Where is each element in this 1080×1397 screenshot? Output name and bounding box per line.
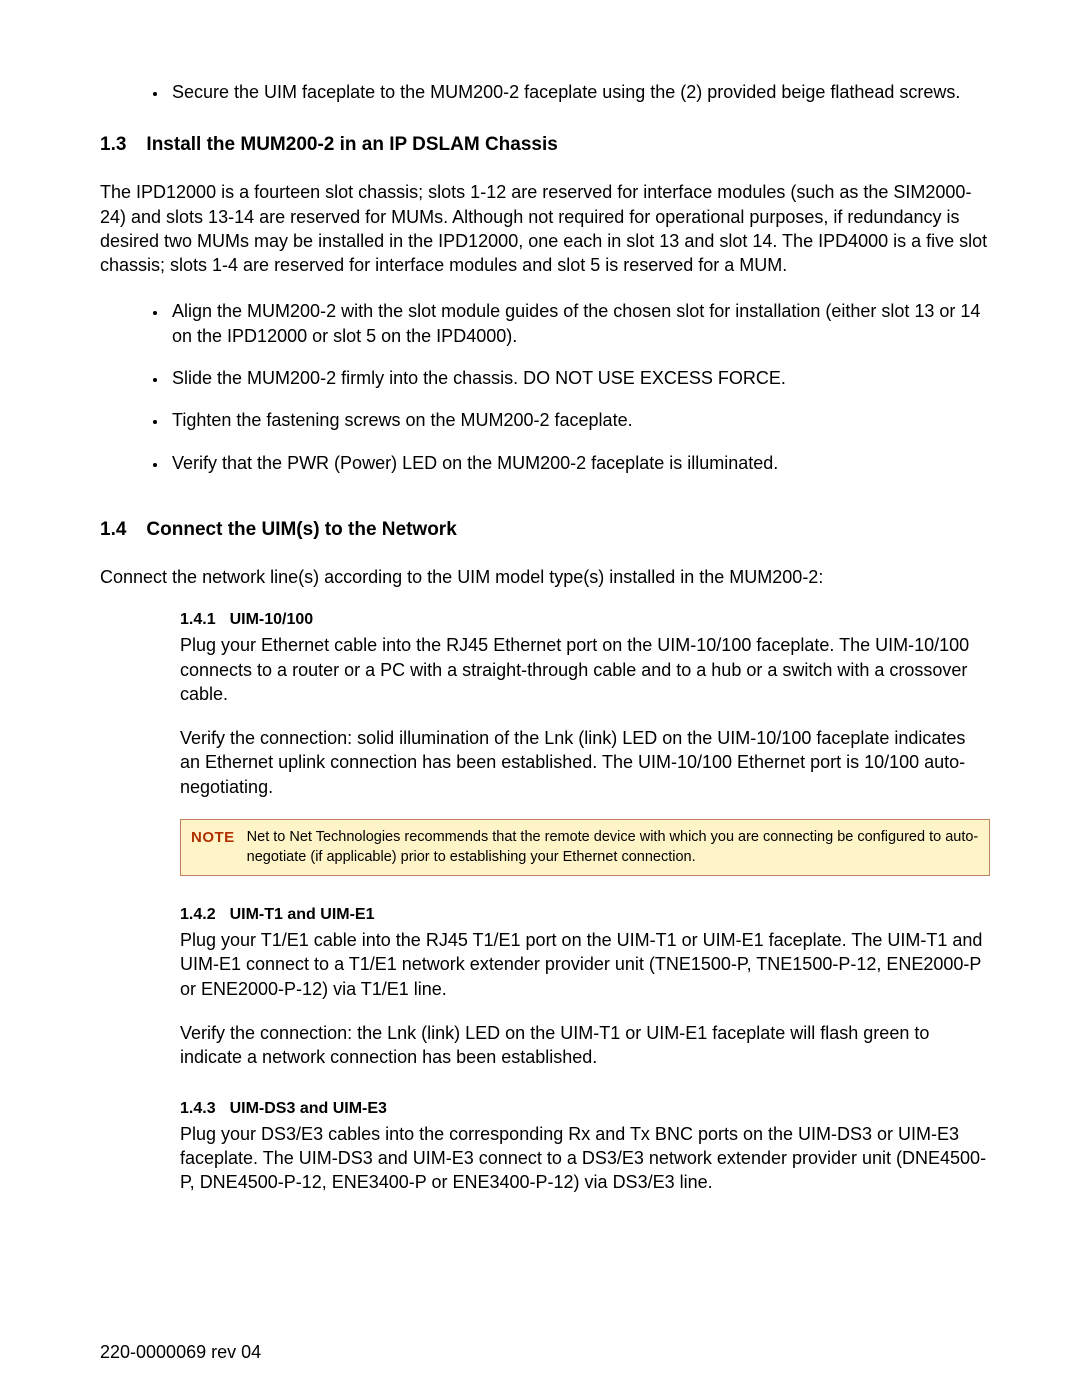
list-item: Secure the UIM faceplate to the MUM200-2…: [168, 80, 990, 104]
note-label: NOTE: [191, 828, 235, 867]
note-text: Net to Net Technologies recommends that …: [247, 828, 979, 867]
section-number: 1.3: [100, 134, 126, 156]
subsection-number: 1.4.2: [180, 906, 216, 924]
subsection-title: UIM-DS3 and UIM-E3: [230, 1100, 990, 1118]
section-title: Connect the UIM(s) to the Network: [146, 519, 990, 541]
list-item: Slide the MUM200-2 firmly into the chass…: [168, 366, 990, 390]
list-item: Tighten the fastening screws on the MUM2…: [168, 408, 990, 432]
section-1-3-paragraph: The IPD12000 is a fourteen slot chassis;…: [100, 180, 990, 277]
subsection-paragraph: Verify the connection: the Lnk (link) LE…: [180, 1021, 990, 1070]
subsection-heading: 1.4.2 UIM-T1 and UIM-E1: [180, 906, 990, 924]
subsection-1-4-3: 1.4.3 UIM-DS3 and UIM-E3 Plug your DS3/E…: [180, 1100, 990, 1195]
section-1-3-heading: 1.3 Install the MUM200-2 in an IP DSLAM …: [100, 134, 990, 156]
section-1-4-heading: 1.4 Connect the UIM(s) to the Network: [100, 519, 990, 541]
subsection-title: UIM-T1 and UIM-E1: [230, 906, 990, 924]
page-footer: 220-0000069 rev 04: [100, 1342, 261, 1363]
list-item: Align the MUM200-2 with the slot module …: [168, 299, 990, 348]
subsection-paragraph: Plug your T1/E1 cable into the RJ45 T1/E…: [180, 928, 990, 1001]
subsection-heading: 1.4.1 UIM-10/100: [180, 611, 990, 629]
subsection-number: 1.4.1: [180, 611, 216, 629]
subsection-paragraph: Plug your DS3/E3 cables into the corresp…: [180, 1122, 990, 1195]
subsection-number: 1.4.3: [180, 1100, 216, 1118]
subsection-1-4-1: 1.4.1 UIM-10/100 Plug your Ethernet cabl…: [180, 611, 990, 876]
note-callout: NOTE Net to Net Technologies recommends …: [180, 819, 990, 876]
subsection-title: UIM-10/100: [230, 611, 990, 629]
list-item: Verify that the PWR (Power) LED on the M…: [168, 451, 990, 475]
section-1-4-paragraph: Connect the network line(s) according to…: [100, 565, 990, 589]
subsection-heading: 1.4.3 UIM-DS3 and UIM-E3: [180, 1100, 990, 1118]
subsection-1-4-2: 1.4.2 UIM-T1 and UIM-E1 Plug your T1/E1 …: [180, 906, 990, 1069]
section-title: Install the MUM200-2 in an IP DSLAM Chas…: [146, 134, 990, 156]
subsection-paragraph: Verify the connection: solid illuminatio…: [180, 726, 990, 799]
subsection-paragraph: Plug your Ethernet cable into the RJ45 E…: [180, 633, 990, 706]
section-1-3-bullets: Align the MUM200-2 with the slot module …: [100, 299, 990, 474]
intro-bullet-list: Secure the UIM faceplate to the MUM200-2…: [100, 80, 990, 104]
section-number: 1.4: [100, 519, 126, 541]
document-page: Secure the UIM faceplate to the MUM200-2…: [0, 0, 1080, 1397]
